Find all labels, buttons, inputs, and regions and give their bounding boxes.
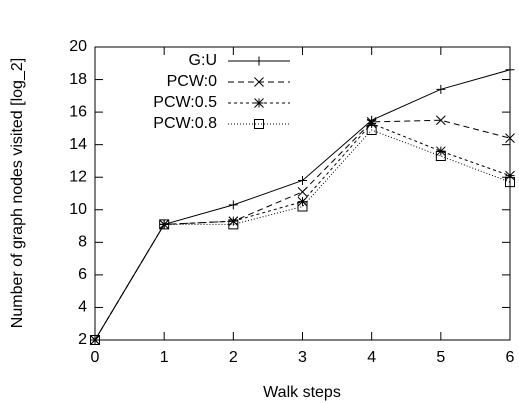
y-tick-label: 10 bbox=[69, 201, 87, 218]
series-line bbox=[94, 122, 511, 341]
y-tick-label: 6 bbox=[78, 266, 87, 283]
series-line bbox=[94, 129, 511, 341]
data-point bbox=[505, 65, 515, 75]
x-tick-label: 4 bbox=[367, 349, 376, 366]
data-point bbox=[366, 118, 377, 129]
legend-label: PCW:0 bbox=[167, 73, 217, 90]
y-axis-label: Number of graph nodes visited [log_2] bbox=[9, 58, 26, 328]
x-tick-label: 6 bbox=[506, 349, 515, 366]
x-tick-label: 0 bbox=[91, 349, 100, 366]
series-line bbox=[94, 119, 511, 341]
data-point bbox=[505, 170, 515, 181]
data-point bbox=[228, 219, 239, 230]
y-tick-label: 14 bbox=[69, 136, 87, 153]
data-point bbox=[505, 133, 515, 144]
plot-frame bbox=[94, 46, 511, 341]
legend-marker bbox=[254, 119, 264, 129]
x-axis-label: Walk steps bbox=[263, 384, 341, 401]
data-point bbox=[90, 335, 100, 345]
data-point bbox=[228, 216, 239, 227]
data-point bbox=[228, 200, 238, 210]
data-point bbox=[505, 177, 515, 188]
legend-marker bbox=[254, 98, 264, 108]
y-tick-label: 18 bbox=[69, 71, 87, 88]
y-tick-label: 8 bbox=[78, 234, 87, 251]
y-tick-label: 20 bbox=[69, 38, 87, 55]
y-tick-label: 4 bbox=[78, 299, 87, 316]
legend-label: PCW:0.5 bbox=[153, 94, 217, 111]
data-point bbox=[436, 84, 446, 94]
data-point bbox=[159, 219, 170, 230]
legend-marker bbox=[254, 56, 264, 66]
legend-marker bbox=[254, 77, 264, 87]
data-point bbox=[435, 115, 446, 126]
x-tick-label: 1 bbox=[160, 349, 169, 366]
data-point bbox=[435, 151, 446, 162]
data-point bbox=[297, 201, 308, 212]
y-tick-label: 12 bbox=[69, 168, 87, 185]
y-tick-label: 16 bbox=[69, 103, 87, 120]
x-tick-label: 2 bbox=[229, 349, 238, 366]
x-tick-label: 3 bbox=[298, 349, 307, 366]
data-point bbox=[159, 219, 170, 230]
legend-label: PCW:0.8 bbox=[153, 115, 217, 132]
data-point bbox=[298, 175, 307, 185]
data-point bbox=[366, 125, 377, 136]
data-point bbox=[297, 187, 308, 197]
y-tick-label: 2 bbox=[78, 331, 87, 348]
legend-label: G:U bbox=[189, 52, 217, 69]
x-tick-label: 5 bbox=[436, 349, 445, 366]
